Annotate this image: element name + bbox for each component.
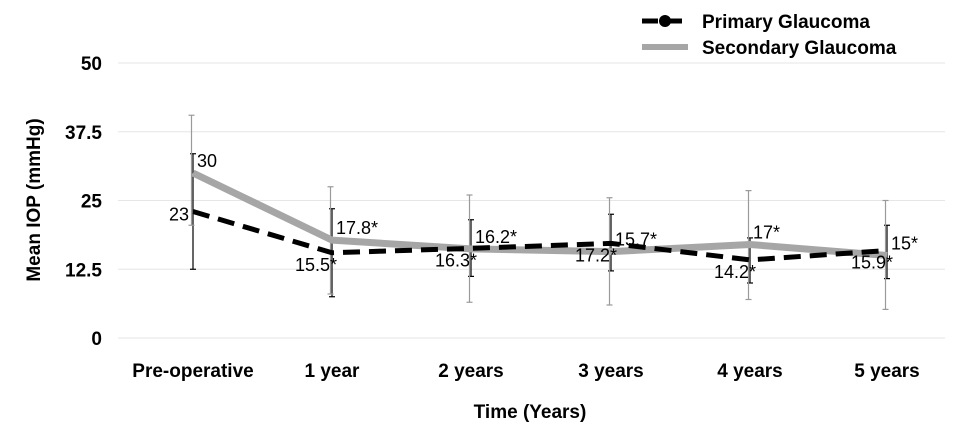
- data-label-secondary: 30: [197, 151, 217, 171]
- x-tick-label: 4 years: [717, 361, 783, 382]
- data-label-primary: 16.3*: [435, 250, 477, 270]
- data-label-primary: 17.2*: [575, 245, 617, 265]
- data-label-primary: 14.2*: [714, 262, 756, 282]
- data-label-primary: 23: [169, 205, 189, 225]
- x-tick-label: 2 years: [438, 361, 504, 382]
- data-label-secondary: 17*: [753, 223, 780, 243]
- legend-marker-primary: [659, 15, 671, 27]
- data-labels: 23 15.5* 16.3* 17.2* 14.2* 15.9* 30 17.8* 16.2* 1…: [169, 151, 918, 282]
- x-tick-label: 1 year: [305, 361, 361, 382]
- legend: Primary Glaucoma Secondary Glaucoma: [642, 12, 897, 59]
- legend-label-primary: Primary Glaucoma: [702, 12, 870, 33]
- series-line-secondary: [191, 169, 888, 259]
- error-bars: [188, 114, 890, 310]
- data-label-primary: 15.5*: [295, 255, 337, 275]
- data-label-secondary: 16.2*: [475, 227, 517, 247]
- x-axis-title: Time (Years): [474, 402, 587, 423]
- data-label-secondary: 15.7*: [615, 230, 657, 250]
- y-axis-title: Mean IOP (mmHg): [24, 118, 45, 281]
- data-label-secondary: 15*: [891, 234, 918, 254]
- x-tick-label: Pre-operative: [132, 361, 253, 382]
- data-label-primary: 15.9*: [851, 253, 893, 273]
- series-lines: [191, 169, 888, 263]
- x-tick-label: 3 years: [578, 361, 644, 382]
- x-tick-label: 5 years: [854, 361, 920, 382]
- y-tick-label: 0: [91, 329, 102, 350]
- legend-label-secondary: Secondary Glaucoma: [702, 38, 897, 59]
- y-tick-label: 12.5: [65, 260, 102, 281]
- x-axis-ticks: Pre-operative 1 year 2 years 3 years 4 years…: [132, 361, 919, 382]
- y-tick-label: 50: [81, 54, 102, 75]
- data-label-secondary: 17.8*: [336, 218, 378, 238]
- y-tick-label: 25: [81, 192, 103, 213]
- series-line-primary: [192, 209, 888, 263]
- y-axis-ticks: 0 12.5 25 37.5 50: [65, 54, 102, 350]
- y-tick-label: 37.5: [65, 123, 102, 144]
